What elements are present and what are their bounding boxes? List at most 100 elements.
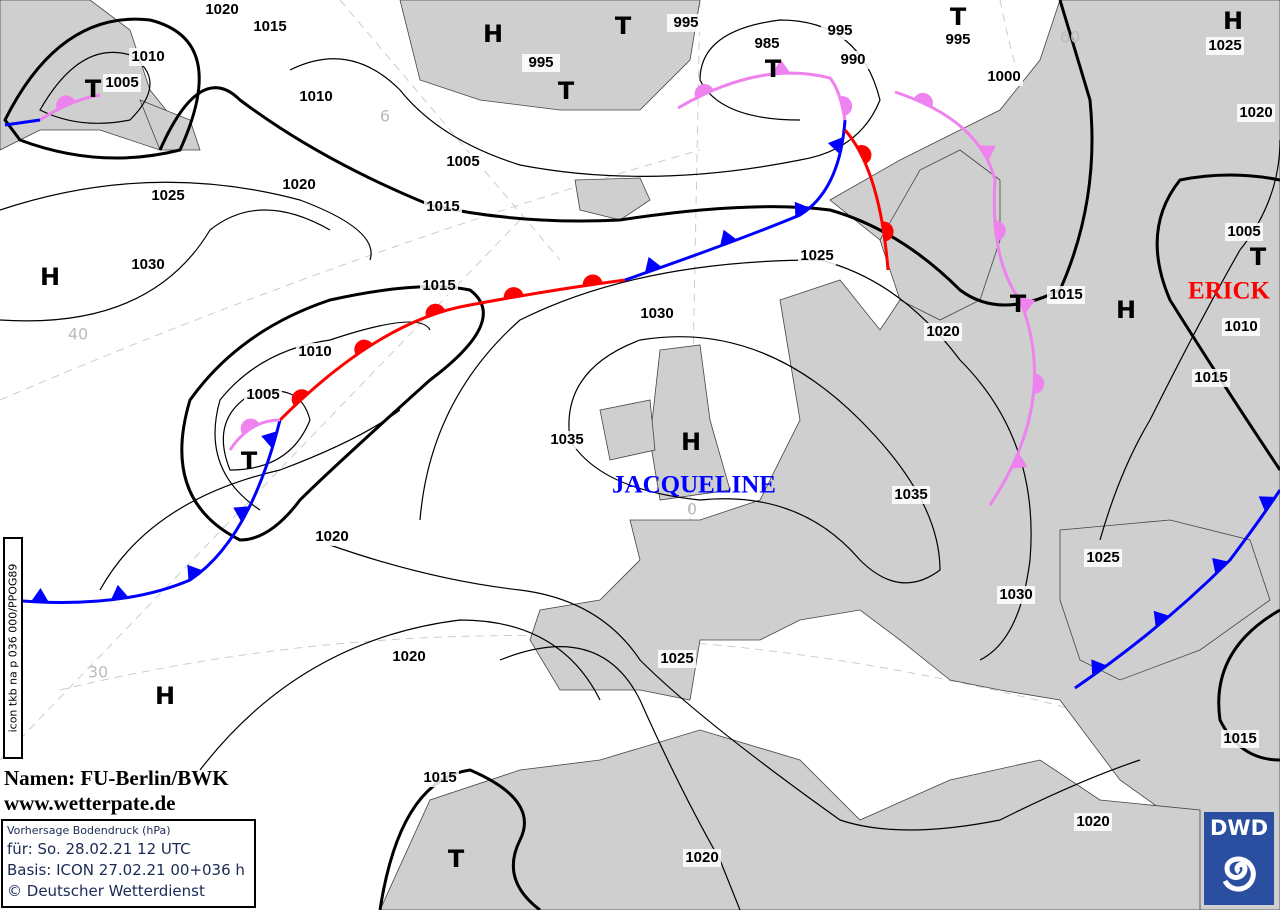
latitude-label: 6 — [380, 107, 390, 126]
map-title: Vorhersage Bodendruck (hPa) — [7, 824, 171, 837]
warm-front-symbol — [291, 389, 310, 406]
warm-front-symbol — [882, 221, 894, 242]
isobar-label: 1015 — [1049, 286, 1082, 303]
isobar-label: 1020 — [205, 1, 238, 18]
occlusion — [894, 90, 1036, 506]
isobar-label: 1025 — [660, 650, 693, 667]
occlusion-symbol — [56, 95, 76, 110]
north-africa — [379, 729, 1201, 910]
occlusion — [677, 71, 847, 121]
iceland — [574, 177, 651, 221]
high-pressure-center: H — [1116, 296, 1136, 324]
low-pressure-center: T — [448, 845, 465, 873]
isobar-label: 1035 — [550, 431, 583, 448]
occlusion-symbol — [839, 96, 853, 116]
isobar-label: 1005 — [246, 386, 279, 403]
logo-text: DWD — [1209, 816, 1269, 840]
cold-front-symbol — [794, 201, 811, 219]
latitude-label: 60 — [1060, 28, 1080, 47]
low-pressure-center: T — [1010, 290, 1027, 318]
ireland — [599, 399, 656, 461]
baltic-sea — [879, 149, 1001, 321]
isobar-label: 995 — [528, 54, 553, 71]
occlusion-symbol — [694, 84, 714, 99]
cold-front-symbol — [187, 564, 203, 582]
copyright: © Deutscher Wetterdienst — [7, 882, 205, 900]
credit-names: Namen: FU-Berlin/BWK — [4, 766, 229, 790]
isobar-label: 1020 — [926, 323, 959, 340]
cold-front — [4, 118, 41, 127]
isobar-label: 1005 — [1227, 223, 1260, 240]
info-box: Vorhersage Bodendruck (hPa) für: So. 28.… — [1, 819, 256, 908]
isobar-label: 1030 — [999, 586, 1032, 603]
dwd-logo: DWD — [1204, 812, 1274, 905]
low-pressure-center: T — [558, 77, 575, 105]
cold-front-symbol — [720, 229, 737, 247]
cold-front-symbol — [30, 588, 49, 603]
product-code-box: icon tkb na p 036 000/PPOG89 — [3, 537, 23, 759]
isobar-label: 995 — [673, 14, 698, 31]
high-name: JACQUELINE — [612, 472, 776, 499]
valid-for: für: So. 28.02.21 12 UTC — [7, 840, 191, 858]
warm-front — [278, 278, 626, 422]
isobar-label: 1035 — [894, 486, 927, 503]
isobar-label: 1020 — [1239, 104, 1272, 121]
high-pressure-center: H — [1223, 7, 1243, 35]
credit: Namen: FU-Berlin/BWK www.wetterpate.de — [4, 766, 229, 816]
warm-front — [843, 129, 890, 271]
isobar-label: 1005 — [105, 74, 138, 91]
occlusion-symbol — [994, 220, 1006, 241]
isobar-label: 1020 — [685, 849, 718, 866]
occlusion-symbol — [240, 418, 260, 434]
isobar-label: 1015 — [1223, 730, 1256, 747]
occlusion-symbol — [979, 145, 996, 161]
latitude-label: 40 — [68, 325, 88, 344]
isobar-label: 1020 — [282, 176, 315, 193]
isobar-label: 990 — [840, 51, 865, 68]
isobar-label: 1015 — [253, 18, 286, 35]
europe — [529, 0, 1280, 910]
low-pressure-center: T — [950, 3, 967, 31]
isobar-label: 995 — [945, 31, 970, 48]
occlusion-symbol — [772, 59, 791, 74]
isobar-label: 1025 — [800, 247, 833, 264]
low-pressure-center: T — [241, 447, 258, 475]
product-code: icon tkb na p 036 000/PPOG89 — [6, 563, 20, 733]
low-name: ERICK — [1188, 278, 1271, 305]
isobar-label: 1010 — [299, 88, 332, 105]
isobar-label: 1015 — [1194, 369, 1227, 386]
isobar-label: 1020 — [1076, 813, 1109, 830]
cold-front-symbol — [233, 506, 250, 523]
isobar-label: 1010 — [131, 48, 164, 65]
isobar-label: 1030 — [640, 305, 673, 322]
spiral-icon — [1222, 856, 1256, 892]
cold-front-symbol — [1091, 659, 1107, 677]
cold-front-symbol — [1212, 557, 1229, 575]
cold-front-symbol — [1153, 610, 1170, 628]
isobar-label: 1025 — [1208, 37, 1241, 54]
occlusion — [228, 418, 281, 451]
front-symbols — [30, 59, 1276, 677]
isobar-label: 1015 — [422, 277, 455, 294]
warm-front-symbol — [425, 303, 446, 317]
isobar-label: 1000 — [987, 68, 1020, 85]
low-pressure-center: T — [765, 55, 782, 83]
isobar-label: 995 — [827, 22, 852, 39]
low-pressure-center: T — [85, 75, 102, 103]
occlusion-symbol — [1010, 452, 1028, 470]
occlusion-symbol — [913, 92, 933, 108]
isobar-label: 1005 — [446, 153, 479, 170]
cold-front-symbol — [827, 136, 844, 155]
high-pressure-center: H — [681, 428, 701, 456]
isobar-label: 1025 — [151, 187, 184, 204]
isobar-label: 985 — [754, 35, 779, 52]
isobar-label: 1030 — [131, 256, 164, 273]
latitude-label: 30 — [88, 663, 108, 682]
warm-front-symbol — [856, 145, 872, 164]
occlusion-symbol — [1018, 296, 1036, 314]
high-pressure-center: H — [483, 20, 503, 48]
isobar-label: 1020 — [315, 528, 348, 545]
high-pressure-center: H — [155, 682, 175, 710]
cold-front-symbol — [110, 584, 129, 601]
warm-front-symbol — [354, 339, 373, 356]
